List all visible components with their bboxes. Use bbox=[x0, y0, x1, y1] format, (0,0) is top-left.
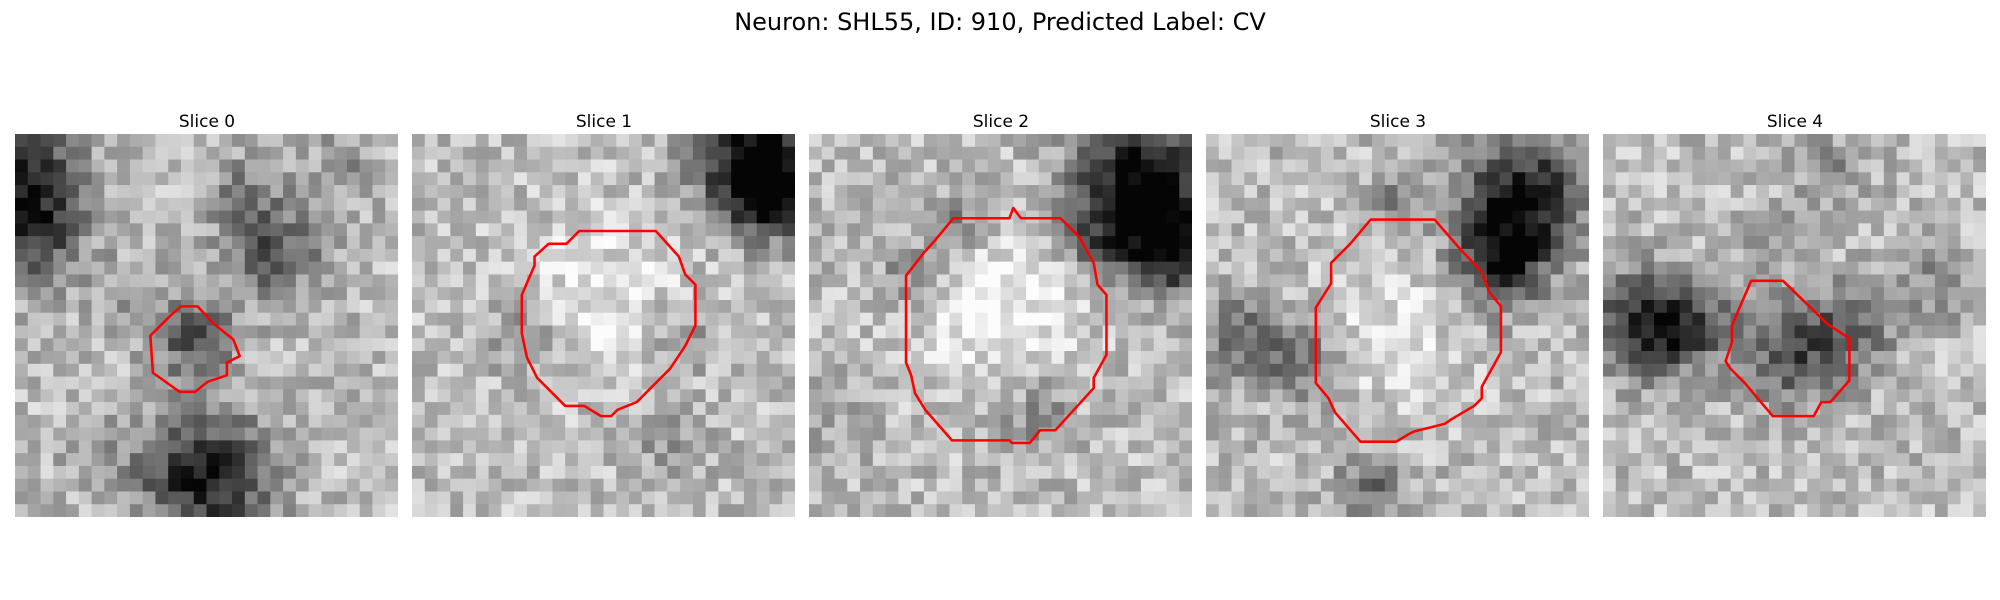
slice-image-3 bbox=[1206, 134, 1589, 517]
slice-panel-1: Slice 1 bbox=[412, 112, 796, 517]
slice-image-1 bbox=[412, 134, 795, 517]
slice-panel-2: Slice 2 bbox=[809, 112, 1193, 517]
slice-image-4 bbox=[1603, 134, 1986, 517]
slice-3-contour bbox=[1314, 218, 1503, 443]
slice-panel-0: Slice 0 bbox=[15, 112, 399, 517]
slice-title-1: Slice 1 bbox=[575, 112, 633, 132]
slice-panel-3: Slice 3 bbox=[1206, 112, 1590, 517]
slice-title-0: Slice 0 bbox=[178, 112, 236, 132]
slice-1-contour bbox=[520, 229, 697, 418]
slice-3-pixels bbox=[1206, 134, 1589, 517]
slice-panel-4: Slice 4 bbox=[1603, 112, 1987, 517]
figure-title: Neuron: SHL55, ID: 910, Predicted Label:… bbox=[734, 8, 1266, 36]
slice-1-pixels bbox=[412, 134, 795, 517]
slice-image-0 bbox=[15, 134, 398, 517]
slice-title-3: Slice 3 bbox=[1369, 112, 1427, 132]
slice-image-2 bbox=[809, 134, 1192, 517]
slice-4-pixels bbox=[1603, 134, 1986, 517]
slice-0-contour bbox=[149, 305, 241, 394]
slice-2-contour bbox=[904, 206, 1108, 445]
slice-0-pixels bbox=[15, 134, 398, 517]
slice-4-contour bbox=[1724, 279, 1851, 418]
slice-title-4: Slice 4 bbox=[1766, 112, 1824, 132]
slice-2-pixels bbox=[809, 134, 1192, 517]
slice-title-2: Slice 2 bbox=[972, 112, 1030, 132]
